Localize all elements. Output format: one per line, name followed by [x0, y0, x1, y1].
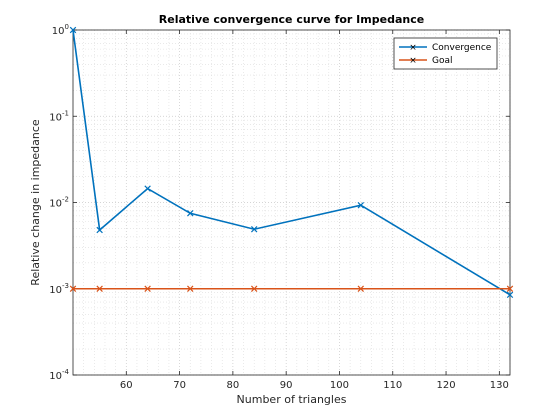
point-marker-stroke: [506, 285, 514, 292]
data-point-goal: [357, 285, 365, 292]
point-marker-stroke: [144, 285, 151, 292]
point-marker-stroke: [69, 26, 77, 34]
legend-marker-convergence: ×: [409, 43, 417, 53]
data-point-goal: [250, 285, 258, 292]
x-axis-label: Number of triangles: [237, 393, 347, 406]
point-marker-stroke: [250, 285, 258, 292]
point-marker-stroke: [187, 210, 194, 217]
data-point-convergence: [506, 291, 514, 299]
x-tick-label: 120: [437, 380, 456, 391]
point-marker-stroke: [506, 291, 514, 299]
point-marker-stroke: [96, 285, 103, 292]
data-point-goal: [506, 285, 514, 292]
legend-box: [393, 37, 498, 70]
y-axis-label: Relative change in impedance: [29, 119, 42, 286]
data-point-goal: [69, 285, 77, 292]
data-point-goal: [96, 285, 103, 292]
point-marker-stroke: [357, 285, 365, 292]
y-axis-ticks: 10-4 10-3 10-2 10-1 100: [49, 23, 510, 382]
x-tick-label: 100: [330, 380, 349, 391]
data-point-convergence: [69, 26, 77, 34]
x-tick-label: 110: [383, 380, 402, 391]
legend-marker-goal: ×: [409, 56, 417, 66]
y-tick-label: 100: [52, 23, 69, 37]
point-marker-stroke: [250, 225, 258, 233]
x-tick-label: 70: [173, 380, 186, 391]
x-tick-label: 90: [280, 380, 293, 391]
legend-label-goal: Goal: [432, 56, 453, 66]
point-marker-stroke: [144, 185, 151, 192]
data-point-convergence: [250, 225, 258, 233]
y-tick-label: 10-1: [49, 109, 69, 123]
point-marker-stroke: [69, 285, 77, 292]
data-point-convergence: [144, 185, 151, 192]
data-point-convergence: [187, 210, 194, 217]
series-layer: [69, 26, 514, 299]
legend: × Convergence × Goal: [393, 37, 498, 70]
y-tick-label: 10-3: [49, 282, 69, 296]
x-tick-label: 80: [227, 380, 240, 391]
data-point-convergence: [357, 201, 365, 209]
x-tick-label: 130: [490, 380, 509, 391]
y-tick-label: 10-4: [49, 368, 69, 382]
x-tick-label: 60: [120, 380, 133, 391]
data-point-convergence: [96, 226, 103, 234]
chart-title: Relative convergence curve for Impedance: [159, 13, 424, 26]
y-tick-label: 10-2: [49, 196, 69, 210]
point-marker-stroke: [357, 201, 365, 209]
point-marker-stroke: [96, 226, 103, 234]
legend-label-convergence: Convergence: [432, 43, 492, 53]
data-point-goal: [187, 285, 194, 292]
point-marker-stroke: [187, 285, 194, 292]
data-point-goal: [144, 285, 151, 292]
x-axis-ticks: 60 70 80 90 100 110 120 130: [120, 30, 509, 391]
